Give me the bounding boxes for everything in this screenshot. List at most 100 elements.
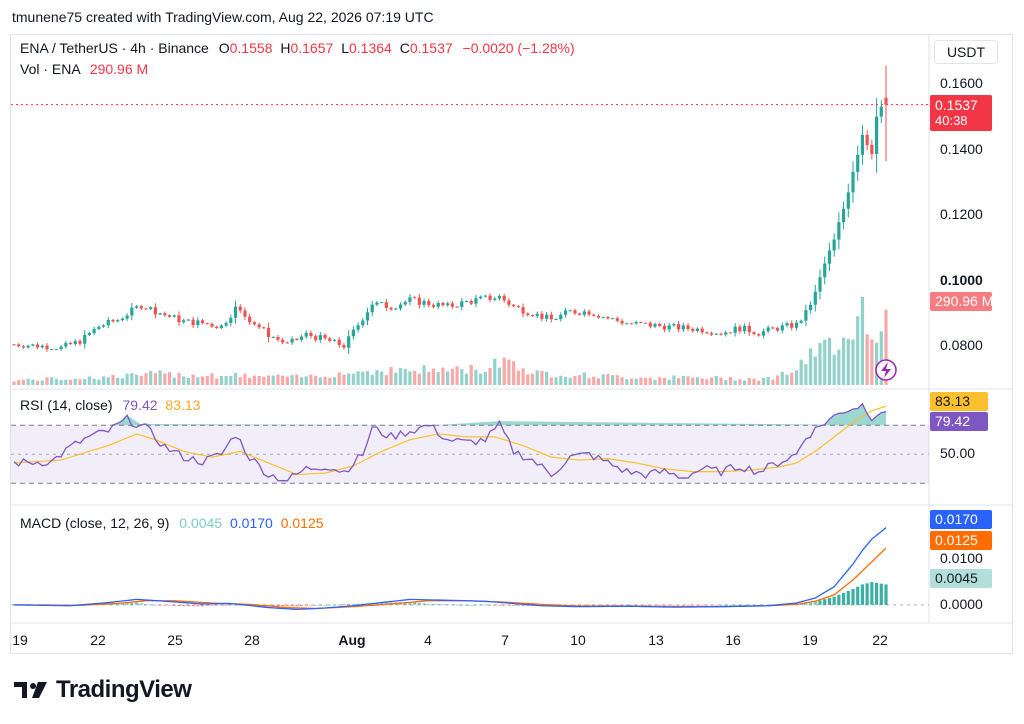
macd-hist-bar [229,604,233,606]
volume-bar [167,372,172,385]
volume-bar [73,378,77,385]
macd-hist-bar [512,604,516,606]
candle-body [728,332,733,334]
volume-bar [512,361,516,385]
volume-bar [295,374,299,385]
lightning-icon[interactable] [875,359,897,381]
macd-hist-bar [281,604,285,607]
volume-bar [398,368,403,385]
volume-bar [724,380,728,385]
candle-body [54,349,59,351]
time-tick-label: 19 [12,632,28,648]
macd-hist-bar [738,604,742,606]
macd-hist-bar [719,604,723,606]
volume-bar [356,371,360,385]
candle-body [672,324,676,326]
volume-bar [97,379,101,385]
tradingview-logo-icon [14,682,47,698]
volume-bar [111,374,115,385]
candle-body [549,314,553,320]
candle-body [210,323,214,327]
candle-body [422,300,426,305]
volume-bar [672,375,676,385]
macd-hist-bar [813,601,817,605]
volume-bar [648,377,652,385]
volume-bar [342,374,346,385]
candle-body [620,320,624,324]
macd-hist-bar [205,604,209,606]
macd-hist-bar [337,604,341,606]
macd-hist-bar [625,604,629,606]
volume-bar [446,371,450,385]
macd-hist-bar [460,604,464,606]
macd-hist-bar [149,604,153,606]
open-value: 0.1558 [229,40,273,56]
volume-bar [747,377,751,385]
macd-hist-bar [347,604,351,605]
volume-bar [106,377,110,385]
macd-hist-bar [606,604,610,606]
macd-hist-bar [742,604,747,606]
macd-hist-bar [351,603,355,605]
macd-hist-bar [592,604,596,606]
volume-bar [601,374,605,385]
candle-body [700,328,704,333]
macd-hist-bar [375,602,379,605]
volume-label[interactable]: Vol · ENA [20,61,80,77]
volume-bar [361,371,365,385]
candle-body [483,295,487,297]
macd-hist-bar [139,603,143,605]
tradingview-logo[interactable]: TradingView [14,676,192,704]
candle-body [606,317,610,319]
volume-bar [827,337,832,385]
candle-body [196,320,200,326]
macd-hist-bar [172,604,176,606]
candle-body [545,314,549,319]
volume-bar [710,377,714,385]
macd-hist-bar [856,586,860,605]
currency-button[interactable]: USDT [934,40,998,64]
macd-hist-bar [314,604,318,606]
volume-bar [139,375,143,385]
macd-hist-bar [611,604,615,606]
high-value: 0.1657 [290,40,334,56]
volume-bar [681,375,685,385]
candle-body [540,313,544,319]
macd-hist-bar [403,602,407,605]
macd-hist-bar [469,604,473,606]
last-price-tag: 0.1537 40:38 [930,95,992,131]
candle-body [172,315,176,317]
candle-body [233,306,238,318]
macd-title[interactable]: MACD (close, 12, 26, 9) [20,515,170,531]
candle-body [427,300,431,306]
candle-body [271,337,275,339]
volume-bar [233,373,238,385]
volume-bar [662,377,667,385]
time-tick-label: 22 [90,632,106,648]
macd-hist-bar [474,604,478,606]
macd-hist-bar [200,604,205,607]
bar-countdown: 40:38 [935,113,968,128]
macd-hist-bar [427,603,431,605]
volume-bar [483,371,487,385]
candle-body [450,303,454,307]
candle-body [266,328,271,338]
volume-bar [653,379,657,385]
candle-body [304,332,308,337]
volume-bar [606,374,610,385]
macd-value-tag: 0.0170 [930,510,992,529]
macd-hist-bar [309,604,313,606]
macd-hist-bar [417,602,421,605]
volume-bar [87,376,92,385]
candle-body [837,222,841,240]
macd-hist-bar [620,604,624,606]
rsi-ma-value-tag: 83.13 [930,392,988,411]
symbol-title[interactable]: ENA / TetherUS · 4h · Binance [20,40,209,56]
candle-body [177,315,181,323]
rsi-title[interactable]: RSI (14, close) [20,397,113,413]
candle-body [35,344,40,348]
macd-histogram [12,582,888,607]
volume-bar [40,380,44,385]
close-label: C [399,40,410,56]
